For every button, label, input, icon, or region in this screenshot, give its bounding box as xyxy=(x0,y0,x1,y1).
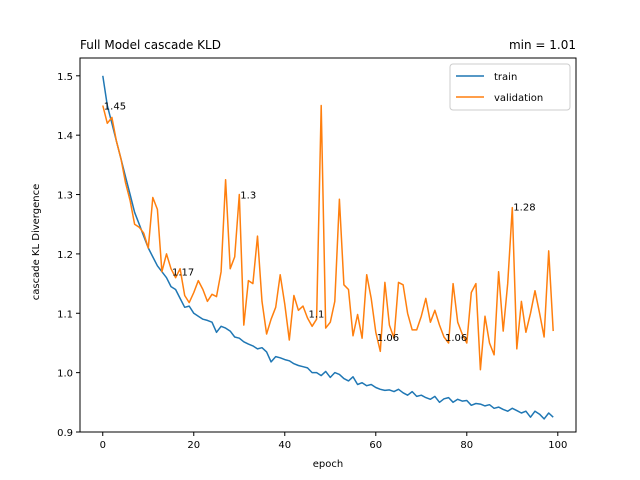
y-tick-label: 1.1 xyxy=(57,309,73,320)
x-tick-label: 80 xyxy=(460,440,473,451)
legend: train validation xyxy=(449,63,571,111)
x-axis-ticks: 0 20 40 60 80 100 xyxy=(100,432,567,451)
y-tick-label: 1.4 xyxy=(57,131,73,142)
legend-label-validation: validation xyxy=(494,93,543,104)
annotation-6: 1.28 xyxy=(513,202,535,213)
x-tick-label: 100 xyxy=(548,440,567,451)
x-tick-label: 0 xyxy=(100,440,106,451)
annotation-layer: 1.45 1.17 1.3 1.1 1.06 1.06 1.28 xyxy=(104,102,536,345)
series-layer xyxy=(102,75,554,420)
annotation-5: 1.06 xyxy=(445,333,467,344)
legend-label-train: train xyxy=(494,72,517,83)
annotation-2: 1.3 xyxy=(240,191,256,202)
annotation-1: 1.17 xyxy=(172,268,194,279)
y-tick-label: 1.2 xyxy=(57,250,73,261)
annotation-4: 1.06 xyxy=(377,333,399,344)
y-axis-ticks: 0.9 1.0 1.1 1.2 1.3 1.4 1.5 xyxy=(57,72,80,439)
x-tick-label: 20 xyxy=(187,440,200,451)
y-tick-label: 1.5 xyxy=(57,72,73,83)
x-tick-label: 60 xyxy=(369,440,382,451)
x-tick-label: 40 xyxy=(278,440,291,451)
y-tick-label: 1.3 xyxy=(57,191,73,202)
chart-title-right: min = 1.01 xyxy=(509,38,576,52)
y-tick-label: 0.9 xyxy=(57,428,73,439)
annotation-3: 1.1 xyxy=(309,309,325,320)
annotation-0: 1.45 xyxy=(104,102,126,113)
y-tick-label: 1.0 xyxy=(57,369,73,380)
axes-frame xyxy=(79,57,577,433)
axes-border xyxy=(79,57,577,433)
chart-title: Full Model cascade KLD xyxy=(80,38,221,52)
y-axis-label: cascade KL Divergence xyxy=(31,184,42,300)
series-line-train xyxy=(102,75,554,420)
plot-area: 1.45 1.17 1.3 1.1 1.06 1.06 1.28 xyxy=(79,57,577,433)
x-axis-label: epoch xyxy=(313,459,343,470)
series-line-validation xyxy=(102,104,554,371)
